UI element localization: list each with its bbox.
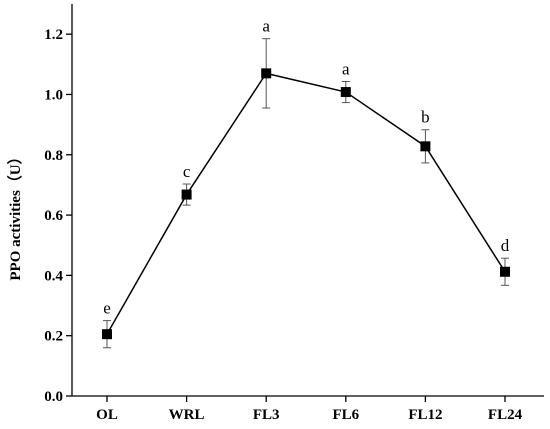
x-tick-label: FL24 (488, 407, 523, 423)
significance-label: c (183, 162, 191, 181)
series-line (106, 72, 506, 335)
data-point-marker (500, 266, 510, 277)
y-tick-label: 0.2 (44, 329, 63, 345)
y-tick-label: 0.4 (44, 268, 63, 284)
data-point-marker (181, 189, 192, 200)
significance-label: e (103, 299, 111, 318)
significance-label: a (342, 59, 350, 78)
data-point-marker (102, 329, 112, 340)
y-axis-ticks: 0.0 0.2 0.4 0.6 0.8 1.0 1.2 (44, 27, 72, 405)
plot-frame (71, 4, 544, 397)
x-tick-label: FL6 (332, 407, 359, 423)
y-tick-label: 1.0 (44, 87, 63, 103)
x-axis-ticks: OL WRL FL3 FL6 FL12 FL24 (96, 396, 523, 423)
significance-label: a (262, 17, 270, 36)
data-point-marker (420, 141, 431, 152)
y-tick-label: 1.2 (44, 27, 63, 43)
y-tick-label: 0.0 (44, 389, 63, 405)
x-tick-label: FL12 (408, 407, 442, 423)
series-layer: e c a a b d (102, 17, 510, 349)
significance-label: d (501, 236, 510, 255)
y-tick-label: 0.8 (44, 148, 63, 164)
x-tick-label: OL (96, 407, 118, 423)
x-tick-label: FL3 (253, 407, 280, 423)
data-point-marker (261, 68, 272, 79)
data-point-marker (340, 87, 351, 98)
series-group: e c a a b d (102, 17, 510, 349)
y-tick-label: 0.6 (44, 208, 63, 224)
significance-label: b (421, 108, 430, 127)
y-axis-title: PPO activities（U） (6, 149, 24, 280)
x-tick-label: WRL (169, 407, 205, 423)
